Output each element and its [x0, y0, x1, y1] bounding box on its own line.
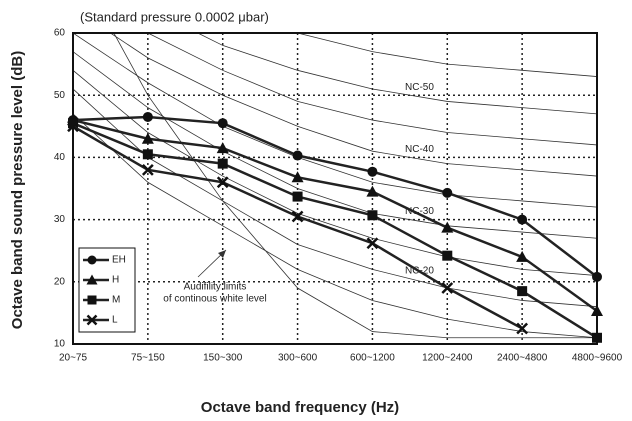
marker: [516, 322, 529, 335]
marker: [516, 250, 529, 262]
legend-label: M: [112, 295, 120, 306]
legend-label: L: [112, 315, 118, 326]
marker: [87, 295, 97, 305]
nc-label: NC-50: [405, 82, 434, 93]
marker: [141, 163, 154, 176]
marker: [142, 111, 153, 122]
marker: [517, 214, 528, 225]
marker: [367, 210, 378, 221]
chart-note: (Standard pressure 0.0002 μbar): [80, 9, 269, 24]
x-tick-label: 300~600: [278, 353, 318, 364]
nc-label: NC-30: [405, 206, 434, 217]
marker: [217, 158, 228, 169]
y-tick-label: 60: [54, 28, 66, 39]
marker: [291, 171, 304, 183]
y-axis-title: Octave band sound pressure level (dB): [9, 51, 26, 329]
series-line: [72, 115, 598, 278]
nc-label: NC-40: [405, 144, 434, 155]
x-tick-label: 4800~9600: [572, 353, 623, 364]
annotation: of continous white level: [163, 294, 266, 305]
annotation: Audifility limits: [184, 282, 247, 293]
nc-curve: [73, 88, 597, 308]
marker: [142, 149, 153, 160]
annotation-arrowhead: [218, 250, 226, 258]
marker: [366, 185, 379, 197]
audibility-curve: [113, 33, 597, 339]
marker: [86, 314, 98, 326]
nc-curve: [73, 33, 597, 208]
nc-curve: [73, 113, 597, 339]
marker: [86, 274, 98, 285]
x-tick-label: 2400~4800: [497, 353, 548, 364]
marker: [592, 271, 602, 282]
x-tick-label: 150~300: [203, 353, 243, 364]
legend-label: EH: [112, 255, 126, 266]
marker: [366, 237, 379, 250]
plot-frame: [72, 32, 598, 345]
x-tick-label: 600~1200: [350, 353, 395, 364]
series-line: [72, 122, 598, 339]
marker: [68, 118, 78, 129]
marker: [87, 255, 97, 265]
marker: [441, 282, 454, 294]
nc-curve: [196, 33, 597, 115]
x-tick-label: 75~150: [131, 353, 165, 364]
series-line: [72, 118, 598, 313]
marker: [141, 132, 154, 144]
nc-curve: [73, 51, 597, 239]
marker: [216, 176, 229, 189]
marker: [592, 332, 602, 343]
x-axis-title: Octave band frequency (Hz): [201, 399, 399, 416]
marker: [67, 120, 79, 133]
marker: [216, 142, 229, 154]
y-tick-label: 10: [54, 339, 66, 350]
x-tick-label: 1200~2400: [422, 353, 473, 364]
marker: [441, 221, 454, 233]
nc-curve: [109, 33, 597, 177]
y-tick-label: 40: [54, 152, 66, 163]
x-tick-label: 20~75: [59, 353, 88, 364]
y-tick-label: 50: [54, 90, 66, 101]
marker: [367, 166, 378, 177]
marker: [442, 187, 453, 198]
y-tick-label: 30: [54, 214, 66, 225]
marker: [291, 210, 304, 223]
nc-curve: [296, 33, 597, 77]
y-tick-label: 20: [54, 276, 66, 287]
marker: [517, 286, 528, 297]
marker: [442, 250, 453, 261]
marker: [591, 305, 603, 317]
nc-curve: [147, 33, 597, 146]
marker: [217, 118, 228, 129]
legend-label: H: [112, 275, 119, 286]
marker: [292, 191, 303, 202]
marker: [292, 150, 303, 161]
